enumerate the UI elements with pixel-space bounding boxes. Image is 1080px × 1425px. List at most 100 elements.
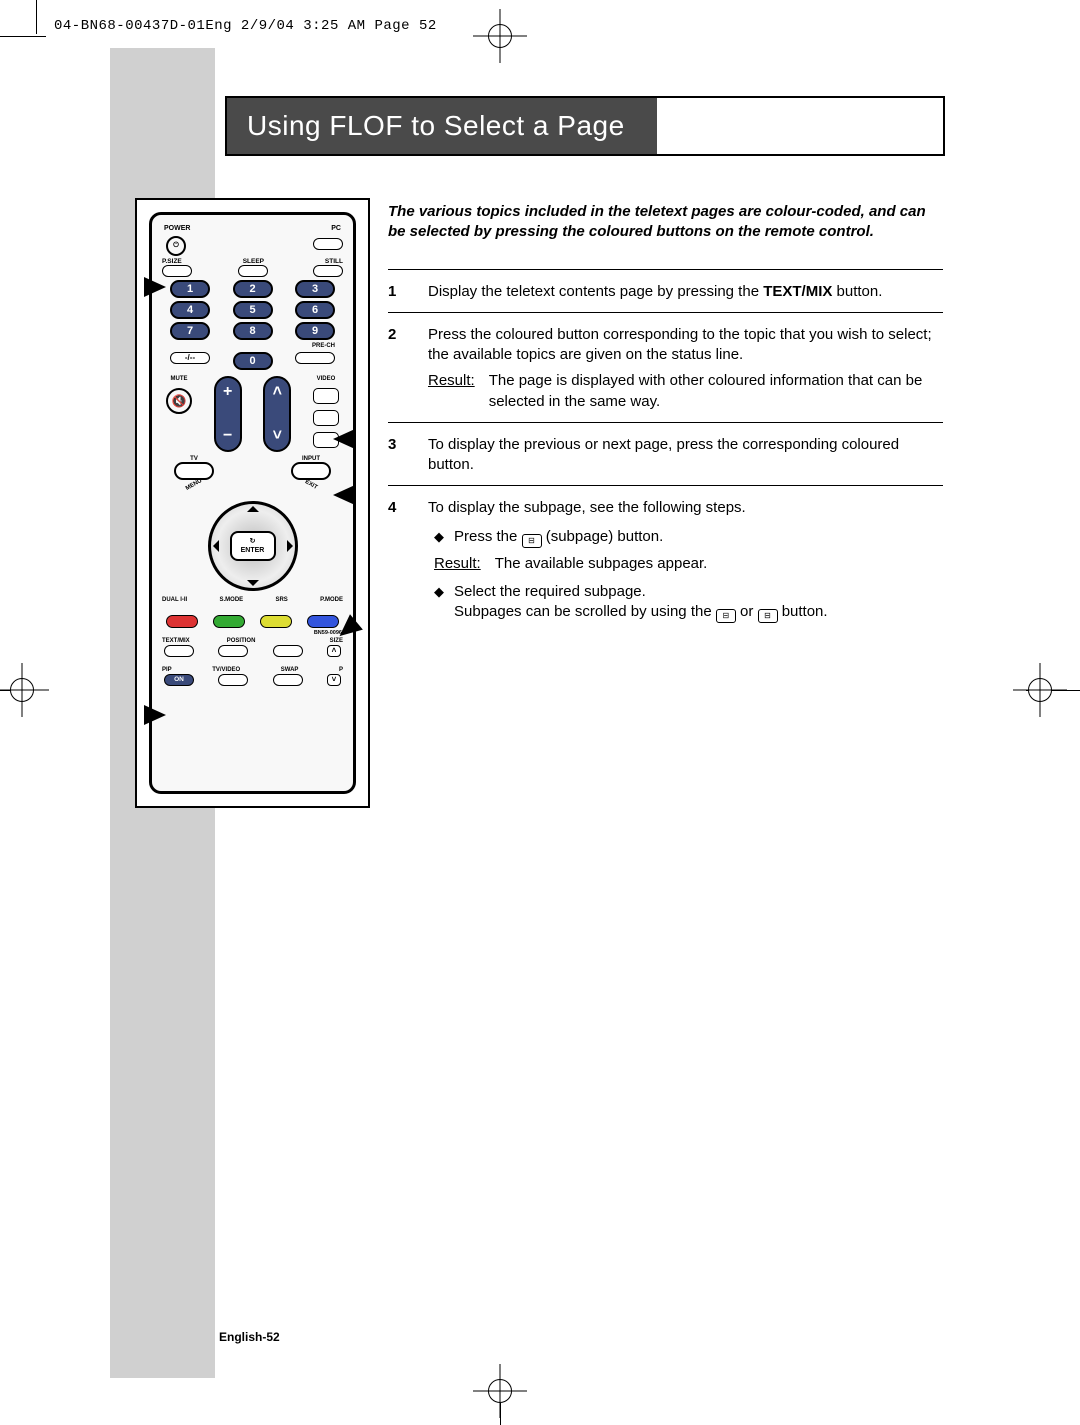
subpage-icon: ⊟ [522,534,542,548]
nav-pad: ↻ENTER [178,496,328,596]
position-button [218,645,248,657]
step-2: 2 Press the coloured button correspondin… [388,325,943,412]
swap-button [273,674,303,686]
registration-mark [488,24,512,48]
channel-rocker: ˄ ˅ [263,376,291,452]
subpage-button [273,645,303,657]
textmix-label: TEXT/MIX [162,638,190,644]
num-2: 2 [233,280,273,298]
psize-button [162,265,192,277]
num-9: 9 [295,322,335,340]
step-num: 2 [388,325,408,412]
num-8: 8 [233,322,273,340]
video-label: VIDEO [317,376,336,382]
title-box: Using FLOF to Select a Page [225,96,945,156]
nav-up-icon [247,500,259,512]
input-label: INPUT [291,456,331,462]
position-label: POSITION [227,638,256,644]
intro-text: The various topics included in the telet… [388,202,943,243]
page-next-icon: ⊟ [758,609,778,623]
step-body: To display the subpage, see the followin… [428,498,943,623]
up-icon: ˄ [273,384,282,400]
divider [388,485,943,486]
red-button [166,615,198,628]
step-text: Press the coloured button corresponding … [428,326,932,363]
step-body: Display the teletext contents page by pr… [428,282,943,302]
crop-mark [36,0,37,34]
bullet-text: or [736,603,758,620]
page-prev-icon: ⊟ [716,609,736,623]
num-6: 6 [295,301,335,319]
tvvideo-label: TV/VIDEO [212,667,240,673]
smode-label: S.MODE [220,597,244,603]
step-num: 4 [388,498,408,623]
prech-button [295,352,335,364]
step-3: 3 To display the previous or next page, … [388,435,943,476]
mute-label: MUTE [171,376,188,382]
p-label: P [339,667,343,673]
step-body: To display the previous or next page, pr… [428,435,943,476]
size-up: ˄ [327,645,341,657]
num-7: 7 [170,322,210,340]
nav-down-icon [247,580,259,592]
callout-arrow-icon [144,705,166,725]
num-3: 3 [295,280,335,298]
result-label: Result: [434,554,481,574]
yellow-button [260,615,292,628]
callout-arrow-icon [333,429,355,449]
volume-rocker: + − [214,376,242,452]
step-body: Press the coloured button corresponding … [428,325,943,412]
power-button: ⏻ [166,236,186,256]
still-button [313,265,343,277]
minus-icon: − [223,428,232,444]
divider [388,312,943,313]
still-label: STILL [325,258,343,265]
prech-label: PRE-CH [312,343,335,349]
remote-body: POWER PC ⏻ P.SIZE SLEEP STILL 1 2 3 [149,212,356,794]
num-5: 5 [233,301,273,319]
down-icon: ˅ [273,428,282,444]
remote-illustration: POWER PC ⏻ P.SIZE SLEEP STILL 1 2 3 [135,198,370,808]
psize-label: P.SIZE [162,258,182,265]
diamond-icon: ◆ [434,582,444,623]
registration-mark [10,678,34,702]
enter-label: ENTER [241,547,265,554]
step-num: 3 [388,435,408,476]
textmix-bold: TEXT/MIX [763,283,832,300]
green-button [213,615,245,628]
registration-mark [1028,678,1052,702]
size-down: ˅ [327,674,341,686]
small-button [313,410,339,426]
srs-label: SRS [275,597,287,603]
num-1: 1 [170,280,210,298]
plus-icon: + [223,384,232,400]
result-text: The available subpages appear. [495,554,708,574]
crop-mark [500,1403,501,1425]
video-button [313,388,339,404]
crop-mark [0,690,10,691]
pc-button [313,238,343,250]
step-num: 1 [388,282,408,302]
diamond-icon: ◆ [434,527,444,548]
pip-label: PIP [162,667,172,673]
print-header: 04-BN68-00437D-01Eng 2/9/04 3:25 AM Page… [54,18,437,34]
tv-label: TV [174,456,214,462]
dash-button: -/-- [170,352,210,364]
tvvideo-button [218,674,248,686]
pc-label: PC [331,225,341,232]
pmode-label: P.MODE [320,597,343,603]
swap-label: SWAP [281,667,299,673]
nav-right-icon [287,540,299,552]
result-label: Result: [428,371,475,412]
textmix-button [164,645,194,657]
content-area: The various topics included in the telet… [388,202,943,631]
sleep-button [238,265,268,277]
step-4: 4 To display the subpage, see the follow… [388,498,943,623]
nav-left-icon [207,540,219,552]
power-label: POWER [164,225,190,232]
num-0: 0 [233,352,273,370]
sleep-label: SLEEP [243,258,264,265]
page-footer: English-52 [215,1330,284,1344]
step-text: Display the teletext contents page by pr… [428,283,763,300]
bullet-text: Subpages can be scrolled by using the [454,603,716,620]
